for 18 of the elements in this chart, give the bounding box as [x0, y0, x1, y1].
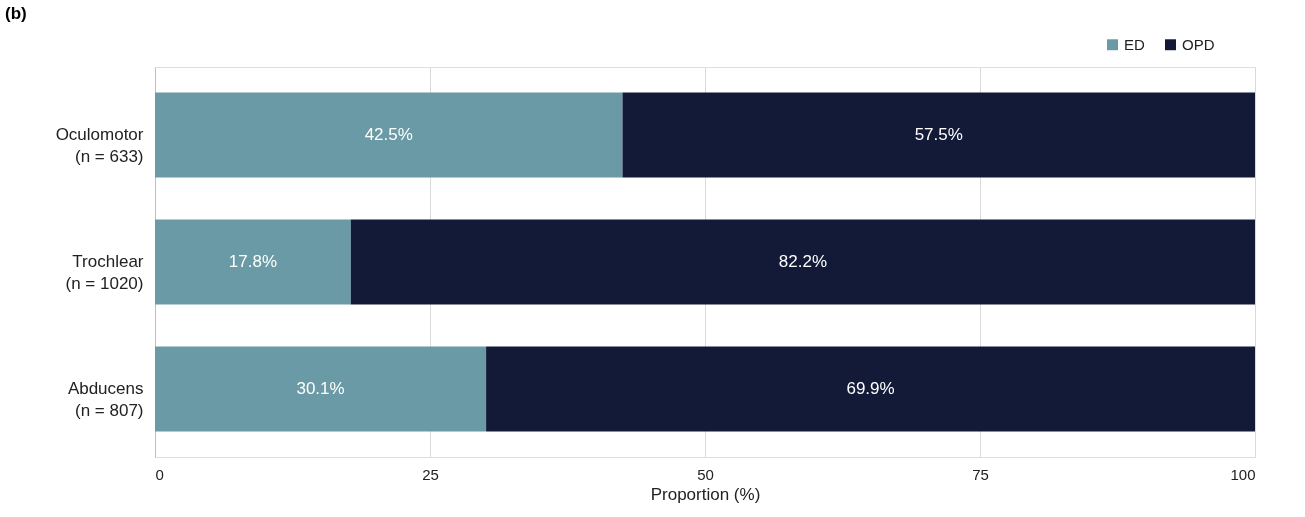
legend-label: OPD — [1182, 35, 1215, 53]
x-tick-label: 25 — [422, 465, 439, 483]
data-label: 42.5% — [364, 124, 413, 144]
data-label: 17.8% — [228, 252, 277, 271]
data-label: 82.2% — [778, 252, 827, 271]
text: (b) — [5, 4, 27, 23]
x-tick-label: 75 — [972, 465, 989, 483]
x-tick-label: 100 — [1230, 465, 1256, 483]
data-label: 69.9% — [846, 379, 895, 399]
data-label: 57.5% — [914, 124, 963, 144]
y-tick-label: Trochlear (n = 1020) — [65, 252, 144, 293]
y-tick-label: Abducens (n = 807) — [67, 379, 144, 421]
legend-label: ED — [1124, 35, 1145, 53]
y-tick-label: Oculomotor (n = 633) — [55, 124, 144, 166]
x-axis-title: Proportion (%) — [650, 484, 761, 504]
x-tick-label: 0 — [155, 465, 164, 483]
data-label: 30.1% — [296, 379, 345, 399]
x-tick-label: 50 — [697, 465, 714, 483]
